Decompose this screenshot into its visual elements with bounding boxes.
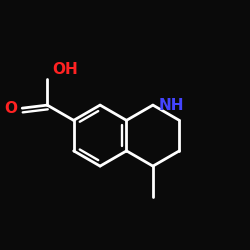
Text: NH: NH [158,98,184,112]
Text: OH: OH [52,62,78,76]
Text: O: O [4,101,17,116]
